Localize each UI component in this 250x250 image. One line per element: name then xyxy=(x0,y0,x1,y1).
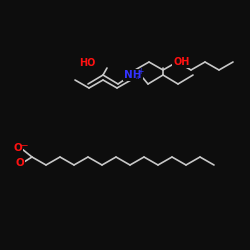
Text: a: a xyxy=(136,75,140,80)
Text: HO: HO xyxy=(80,58,96,68)
Text: O: O xyxy=(16,158,24,168)
Text: NH: NH xyxy=(124,70,142,80)
Text: +: + xyxy=(137,68,144,76)
Text: OH: OH xyxy=(173,57,190,67)
Text: −: − xyxy=(20,140,27,149)
Text: O: O xyxy=(14,143,22,153)
